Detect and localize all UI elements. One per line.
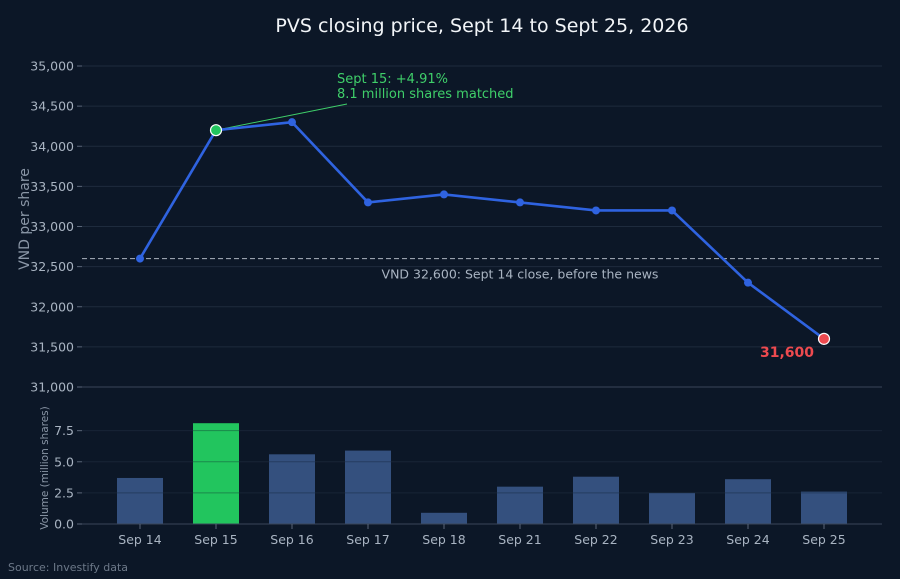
- chart-title: PVS closing price, Sept 14 to Sept 25, 2…: [275, 15, 688, 37]
- price-y-tick-label: 31,500: [30, 339, 74, 354]
- x-tick-labels: Sep 14 Sep 15 Sep 16 Sep 17 Sep 18 Sep 21 Sep …: [118, 524, 846, 547]
- price-point: [440, 190, 448, 199]
- x-tick-label: Sep 16: [270, 532, 313, 547]
- volume-bar-highlight: [193, 423, 239, 524]
- volume-bars: [117, 423, 847, 524]
- price-points: [136, 118, 831, 345]
- x-tick-label: Sep 15: [194, 532, 237, 547]
- price-point: [744, 278, 752, 287]
- reference-line-label: VND 32,600: Sept 14 close, before the ne…: [382, 267, 659, 282]
- x-tick-label: Sep 18: [422, 532, 465, 547]
- volume-bar: [497, 486, 543, 524]
- x-tick-label: Sep 25: [802, 532, 845, 547]
- price-point-end: [817, 332, 831, 345]
- price-y-tick-label: 32,500: [30, 259, 74, 274]
- price-point-highlight: [209, 124, 223, 137]
- price-panel: 31,000 31,500 32,000 32,500 33,000 33,500 34,0…: [17, 59, 882, 395]
- price-y-tick-label: 32,000: [30, 299, 74, 314]
- volume-y-tick-label: 2.5: [54, 485, 74, 500]
- annotation-leader-line: [220, 103, 348, 130]
- x-tick-label: Sep 17: [346, 532, 389, 547]
- volume-y-tick-label: 7.5: [54, 423, 74, 438]
- price-y-axis-label: VND per share: [17, 168, 33, 270]
- end-value-label: 31,600: [760, 345, 814, 361]
- volume-gridlines-overlay: [82, 430, 882, 494]
- volume-bar: [573, 476, 619, 524]
- x-tick-label: Sep 22: [574, 532, 617, 547]
- volume-bar: [801, 491, 847, 524]
- x-tick-label: Sep 21: [498, 532, 541, 547]
- annotation-line-1: Sept 15: +4.91%: [337, 72, 448, 87]
- price-point: [668, 206, 676, 215]
- volume-bar: [117, 477, 163, 524]
- volume-bar: [345, 450, 391, 524]
- volume-y-axis-label: Volume (million shares): [39, 406, 51, 529]
- price-gridlines: [77, 65, 882, 388]
- price-y-tick-label: 33,500: [30, 179, 74, 194]
- price-y-tick-label: 31,000: [30, 380, 74, 395]
- volume-panel: 0.02.55.07.5 Sep 14 Sep 15 Sep 16 Sep 17 Sep…: [39, 406, 882, 547]
- volume-bar: [725, 479, 771, 524]
- volume-y-tick-label: 0.0: [54, 517, 74, 532]
- volume-bar: [649, 492, 695, 524]
- price-y-tick-label: 34,500: [30, 99, 74, 114]
- price-y-tick-label: 35,000: [30, 59, 74, 74]
- volume-y-tick-label: 5.0: [54, 454, 74, 469]
- price-y-tick-label: 33,000: [30, 219, 74, 234]
- x-tick-label: Sep 23: [650, 532, 693, 547]
- x-tick-label: Sep 14: [118, 532, 161, 547]
- price-point: [516, 198, 524, 207]
- price-point: [364, 198, 372, 207]
- volume-y-tick-labels: 0.0 2.5 5.0 7.5: [54, 423, 74, 531]
- price-point: [592, 206, 600, 215]
- price-y-tick-label: 34,000: [30, 139, 74, 154]
- volume-bar: [421, 512, 467, 524]
- price-y-tick-labels: 31,000 31,500 32,000 32,500 33,000 33,500 34,0…: [30, 59, 74, 395]
- source-note: Source: Investify data: [8, 561, 128, 574]
- annotation-line-2: 8.1 million shares matched: [337, 87, 514, 102]
- price-point: [288, 118, 296, 127]
- x-tick-label: Sep 24: [726, 532, 769, 547]
- volume-bar: [269, 454, 315, 524]
- price-series-line: [138, 120, 825, 340]
- price-point: [136, 254, 144, 263]
